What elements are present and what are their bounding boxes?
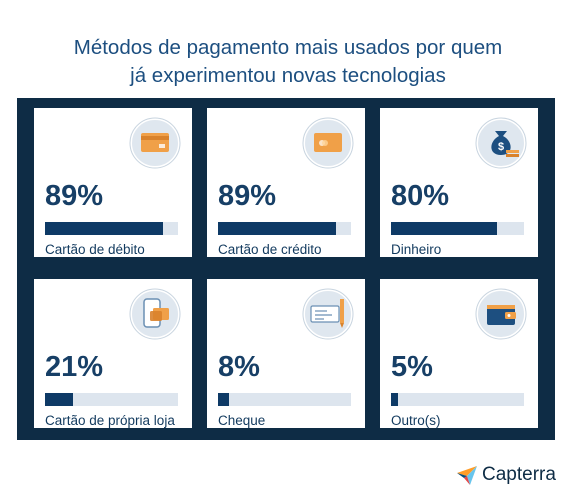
value-label: 8%: [218, 351, 260, 383]
value-label: 89%: [218, 180, 277, 212]
card-other: 5% Outro(s): [380, 279, 538, 428]
wallet-icon: [475, 288, 527, 340]
bar-track: [218, 222, 351, 235]
title-line-1: Métodos de pagamento mais usados por que…: [73, 36, 503, 59]
bar: [45, 222, 163, 235]
svg-text:$: $: [498, 141, 504, 153]
money-bag-icon: $: [475, 117, 527, 169]
value-label: 5%: [391, 351, 433, 383]
category-label: Cartão de débito: [45, 242, 145, 257]
card-cash: $ 80% Dinheiro: [380, 108, 538, 257]
value-label: 80%: [391, 180, 450, 212]
card-store: 21% Cartão de própria loja: [34, 279, 192, 428]
category-label: Cartão de crédito: [218, 242, 322, 257]
bar: [218, 222, 336, 235]
category-label: Dinheiro: [391, 242, 442, 257]
category-label: Cartão de própria loja: [45, 413, 175, 428]
bar: [218, 393, 229, 406]
credit-card-icon: [302, 117, 354, 169]
bar-track: [391, 393, 524, 406]
title-line-2: já experimentou novas tecnologias: [130, 64, 446, 87]
bar: [391, 222, 497, 235]
debit-card-icon: [129, 117, 181, 169]
bar-track: [391, 222, 524, 235]
check-icon: [302, 288, 354, 340]
brand-name: Capterra: [482, 464, 556, 485]
card-credit: 89% Cartão de crédito: [207, 108, 365, 257]
bar-track: [45, 222, 178, 235]
bar: [391, 393, 398, 406]
category-label: Cheque: [218, 413, 266, 428]
capterra-logo: Capterra: [456, 462, 556, 488]
phone-card-icon: [129, 288, 181, 340]
category-label: Outro(s): [391, 413, 441, 428]
bar-track: [218, 393, 351, 406]
value-label: 21%: [45, 351, 104, 383]
bar: [45, 393, 73, 406]
bar-track: [45, 393, 178, 406]
capterra-logo-icon: [457, 466, 477, 485]
chart-title: Métodos de pagamento mais usados por que…: [0, 34, 576, 90]
card-check: 8% Cheque: [207, 279, 365, 428]
cards-panel: 89% Cartão de débito 89% Cartão de crédi…: [17, 98, 555, 440]
value-label: 89%: [45, 180, 104, 212]
card-debit: 89% Cartão de débito: [34, 108, 192, 257]
